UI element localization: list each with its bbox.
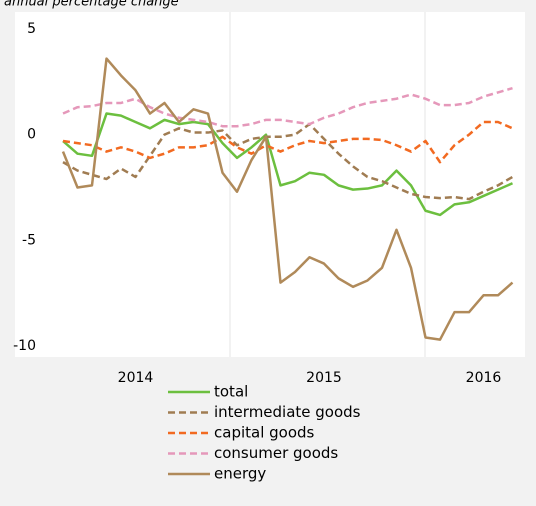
x-tick-label: 2014 xyxy=(118,370,154,386)
y-tick-label: -10 xyxy=(13,338,36,354)
legend-label: energy xyxy=(214,465,266,483)
legend-label: total xyxy=(214,383,248,401)
series-line xyxy=(62,112,514,217)
x-tick-label: 2016 xyxy=(466,370,502,386)
series-line xyxy=(62,86,513,128)
chart-subtitle: annual percentage change xyxy=(4,0,179,10)
series-line xyxy=(62,122,514,201)
x-tick-label: 2015 xyxy=(306,370,342,386)
y-tick-label: 0 xyxy=(27,127,36,143)
legend-label: consumer goods xyxy=(214,444,338,462)
legend-label: capital goods xyxy=(214,424,315,442)
series-line xyxy=(62,120,514,164)
y-tick-label: 5 xyxy=(27,21,36,37)
y-tick-label: -5 xyxy=(22,232,36,248)
legend-label: intermediate goods xyxy=(214,403,361,421)
series-line xyxy=(61,57,514,341)
